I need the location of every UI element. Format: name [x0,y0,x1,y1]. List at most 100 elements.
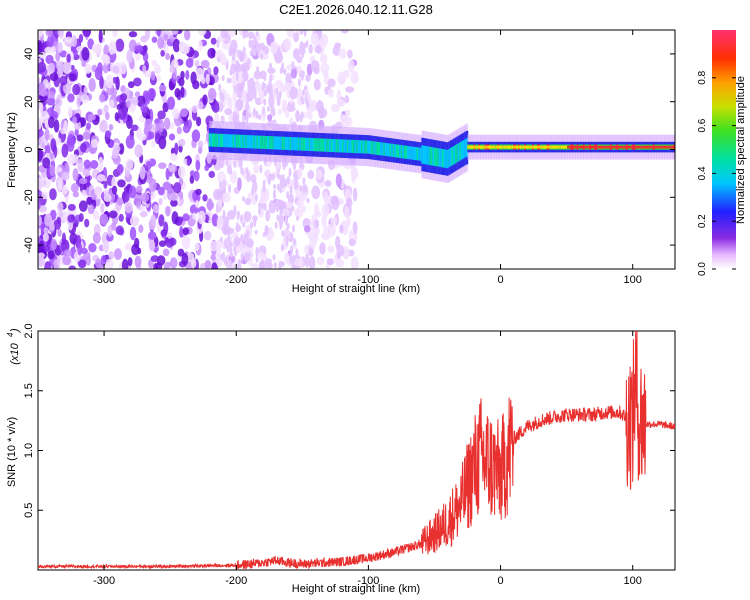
noise-blob [151,140,156,148]
noise-blob [314,210,322,218]
noise-blob [267,229,273,238]
noise-blob [274,221,278,229]
signal-peak [621,145,624,149]
noise-blob [169,122,175,130]
signal-peak [671,145,675,149]
noise-blob [86,255,91,266]
noise-blob [262,183,266,193]
noise-blob [303,30,307,37]
signal-core [226,134,229,148]
signal-peak [502,145,505,149]
signal-core [318,138,321,152]
signal-peak [633,145,637,149]
noise-blob [248,251,252,258]
noise-blob [294,176,298,188]
noise-blob [58,210,64,219]
noise-blob [242,30,246,40]
noise-blob [273,183,277,190]
noise-blob [222,179,226,187]
colorbar-tick-label: 0.4 [697,166,708,180]
noise-blob [244,251,248,263]
noise-blob [182,124,191,134]
noise-blob [327,88,335,98]
noise-blob [254,194,258,202]
noise-blob [81,47,90,61]
signal-peak [494,145,497,149]
signal-core [429,146,432,166]
snr-series-line [38,331,675,570]
noise-blob [125,115,133,129]
noise-blob [103,104,109,113]
signal-core [356,140,359,154]
signal-core [437,148,440,167]
noise-blob [320,33,329,47]
noise-blob [124,243,132,251]
noise-blob [258,202,262,209]
noise-blob [344,95,350,104]
noise-blob [348,238,356,247]
signal-core [405,145,408,159]
noise-blob [213,66,219,76]
noise-blob [170,152,178,162]
noise-blob [140,103,148,113]
noise-blob [47,91,56,99]
signal-core [334,139,337,153]
signal-peak [508,145,512,149]
noise-blob [235,221,239,233]
noise-blob [347,49,353,59]
noise-blob [193,170,200,182]
noise-blob [250,84,254,91]
noise-blob [78,33,84,43]
signal-peak [533,145,537,149]
noise-blob [197,210,206,225]
noise-blob [228,184,232,194]
signal-core [462,140,466,159]
noise-blob [43,213,53,227]
noise-blob [216,39,220,48]
noise-blob [215,49,224,62]
noise-blob [307,112,313,120]
signal-core [273,136,277,150]
spectrogram-x-ticks: -300 -200 -100 0 100 [93,30,642,286]
noise-blob [259,90,265,105]
noise-blob [245,91,254,102]
noise-blob [50,238,57,251]
noise-blob [306,63,313,76]
signal-peak [491,145,494,149]
noise-blob [186,155,191,167]
noise-blob [177,165,186,178]
signal-peak [552,145,556,149]
noise-blob [248,112,252,118]
signal-core [416,147,420,161]
signal-core [367,140,370,154]
signal-peak [543,145,546,149]
noise-blob [350,70,359,84]
signal-core [224,134,228,148]
noise-blob [352,187,358,202]
noise-blob [235,98,244,111]
noise-blob [283,82,292,92]
signal-core [261,135,264,149]
signal-core [427,146,431,165]
noise-blob [67,214,75,223]
noise-blob [280,244,284,252]
noise-blob [47,250,55,260]
signal-core [343,139,347,153]
noise-blob [251,77,255,85]
noise-blob [202,194,208,202]
noise-blob [68,73,77,82]
noise-blob [129,226,137,241]
signal-core [270,136,274,150]
noise-blob [263,261,267,269]
noise-blob [200,77,206,84]
signal-core [388,143,391,157]
noise-blob [319,53,328,64]
signal-peak [627,145,630,149]
signal-core [354,139,358,154]
noise-blob [165,206,171,217]
noise-blob [202,94,208,106]
signal-peak [570,145,573,149]
noise-blob [108,99,115,109]
noise-blob [179,108,188,118]
